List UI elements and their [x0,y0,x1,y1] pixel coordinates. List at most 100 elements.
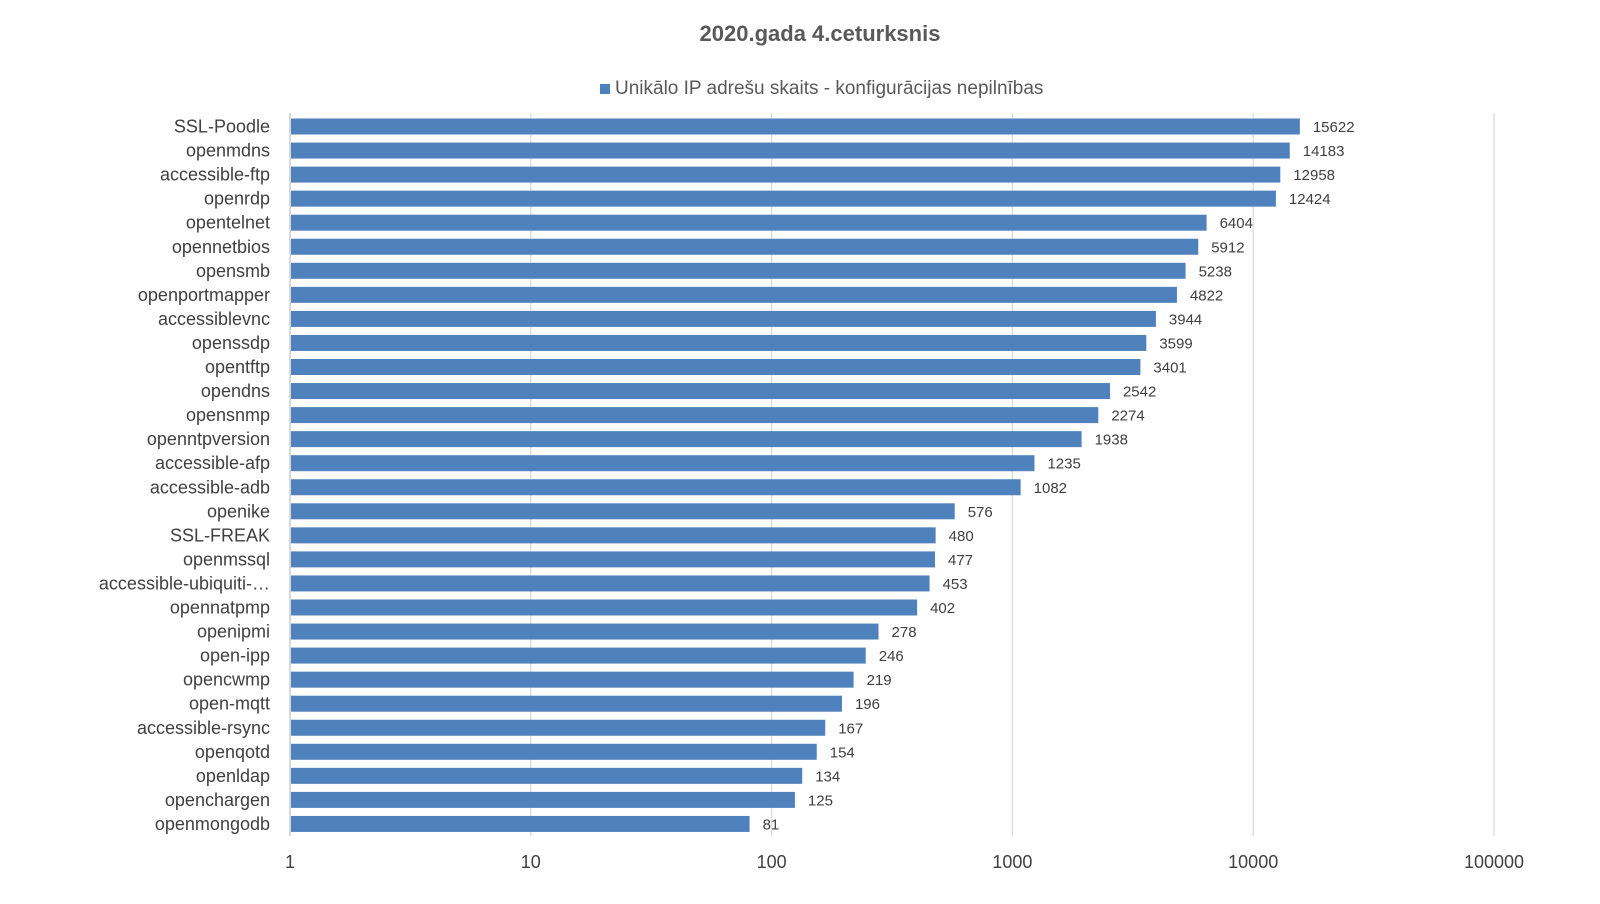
value-label: 167 [838,720,863,737]
category-label: openmssql [183,549,270,569]
bar [291,431,1082,448]
bar [291,407,1099,424]
category-label: accessible-ftp [160,165,270,185]
value-label: 1235 [1047,456,1080,473]
category-label: opennatpmp [170,598,270,618]
category-label: accessiblevnc [158,309,270,329]
value-label: 14183 [1303,143,1345,160]
bar [291,719,826,736]
category-labels: SSL-Poodle openmdns accessible-ftp openrdp o… [99,117,270,834]
value-label: 81 [763,816,780,833]
legend-swatch [600,84,610,94]
category-label: accessible-adb [150,477,270,497]
value-label: 246 [879,648,904,665]
value-label: 12424 [1289,191,1331,208]
category-label: open-ipp [200,646,270,666]
category-label: opentftp [205,357,270,377]
value-label: 5238 [1199,263,1232,280]
bar [291,743,817,760]
bar [291,695,842,712]
x-tick-label: 10 [521,852,541,872]
bar [291,791,795,808]
value-label: 3944 [1169,311,1202,328]
bar [291,238,1199,255]
value-labels: 15622 14183 12958 12424 6404 5912 5238 4822 3944… [763,119,1355,833]
value-label: 1938 [1095,432,1128,449]
x-axis-tick-labels: 1 10 100 1000 10000 100000 [285,852,1524,872]
bar [291,551,935,568]
value-label: 5912 [1211,239,1244,256]
bar [291,527,936,544]
bar [291,359,1141,375]
value-label: 576 [968,504,993,521]
value-label: 2542 [1123,384,1156,401]
legend-label: Unikālo IP adrešu skaits - konfigurācija… [615,78,1043,99]
category-label: openldap [196,766,270,786]
bar [291,623,879,640]
category-label: openmdns [186,141,270,161]
category-label: openipmi [197,622,270,642]
value-label: 480 [949,528,974,545]
category-label: accessible-afp [155,453,270,473]
bar [291,503,955,520]
value-label: 15622 [1313,119,1355,136]
bar [291,815,750,832]
value-label: 125 [808,792,833,809]
category-label: openntpversion [147,429,270,449]
x-tick-label: 10000 [1228,852,1278,872]
chart-title: 2020.gada 4.ceturksnis [700,21,941,46]
category-label: open-mqtt [189,694,270,714]
bar [291,479,1021,496]
category-label: openike [207,501,270,521]
bar [291,383,1110,400]
bars [291,118,1300,832]
bar [291,599,918,616]
x-tick-label: 1000 [992,852,1032,872]
value-label: 2274 [1111,408,1144,425]
bar [291,310,1156,327]
value-label: 402 [930,600,955,617]
bar [291,575,930,592]
gridlines [289,113,1495,836]
bar [291,767,803,784]
value-label: 154 [830,744,855,761]
category-label: openrdp [204,189,270,209]
category-label: opencwmp [183,670,270,690]
bar [291,334,1147,351]
value-label: 1082 [1034,480,1067,497]
value-label: 219 [867,672,892,689]
bar [291,286,1177,303]
category-label: opendns [201,381,270,401]
category-label: accessible-rsync [137,718,270,738]
legend: Unikālo IP adrešu skaits - konfigurācija… [600,78,1043,99]
category-label: SSL-Poodle [174,117,270,137]
category-label: openchargen [165,790,270,810]
value-label: 3401 [1153,360,1186,377]
bar [291,647,866,664]
bar [291,142,1290,159]
category-label: opensnmp [186,405,270,425]
bar [291,671,854,688]
x-tick-label: 100 [757,852,787,872]
category-label: openssdp [192,333,270,353]
bar [291,214,1207,231]
bar [291,190,1276,207]
x-tick-label: 100000 [1464,852,1524,872]
value-label: 278 [892,624,917,641]
bar [291,262,1186,279]
bar [291,166,1281,183]
value-label: 4822 [1190,287,1223,304]
value-label: 453 [943,576,968,593]
category-label: opennetbios [172,237,270,257]
category-label: openmongodb [155,814,270,834]
category-label: opentelnet [186,213,270,233]
category-label: opensmb [196,261,270,281]
value-label: 134 [815,768,840,785]
value-label: 196 [855,696,880,713]
category-label: accessible-ubiquiti-… [99,573,270,593]
value-label: 3599 [1159,335,1192,352]
category-label: openportmapper [138,285,270,305]
value-label: 477 [948,552,973,569]
